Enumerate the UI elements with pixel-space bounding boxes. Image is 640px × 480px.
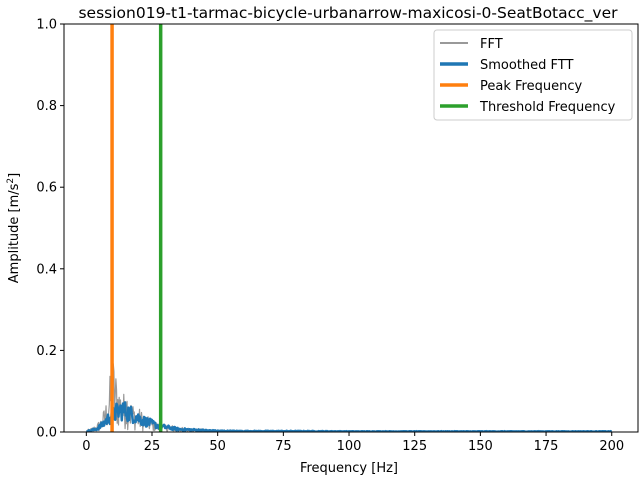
smoothed-fft-line [85, 401, 613, 432]
legend-label-smoothed: Smoothed FTT [480, 58, 574, 73]
x-tick-label: 25 [144, 439, 161, 454]
y-axis-label: Amplitude [m/s2] [6, 173, 22, 283]
x-tick-label: 200 [599, 439, 624, 454]
x-axis-label: Frequency [Hz] [300, 461, 398, 476]
x-tick-label: 75 [275, 439, 292, 454]
axes-ticks: 0 25 50 75 100 125 150 175 200 0.0 0.2 0.4 0.6 0.8 1.0 [36, 18, 624, 455]
y-tick-label: 1.0 [36, 18, 57, 33]
y-tick-label: 0.6 [36, 181, 57, 196]
legend-label-peak: Peak Frequency [480, 79, 582, 94]
x-tick-label: 0 [82, 439, 90, 454]
plot-frame [63, 23, 639, 433]
fft-line [85, 363, 612, 432]
x-tick-label: 100 [337, 439, 362, 454]
legend-label-fft: FFT [480, 37, 503, 52]
x-tick-label: 150 [468, 439, 493, 454]
y-tick-label: 0.2 [36, 344, 57, 359]
x-tick-label: 125 [402, 439, 427, 454]
x-tick-label: 50 [209, 439, 226, 454]
y-axis-label-main: Amplitude [m/s [7, 183, 22, 283]
y-tick-label: 0.0 [36, 426, 57, 441]
y-axis-label-end: ] [7, 173, 22, 178]
legend: FFT Smoothed FTT Peak Frequency Threshol… [433, 29, 633, 121]
y-tick-label: 0.8 [36, 99, 57, 114]
legend-label-threshold: Threshold Frequency [479, 100, 616, 115]
chart-title: session019-t1-tarmac-bicycle-urbanarrow-… [78, 4, 618, 23]
y-axis-label-sup: 2 [6, 178, 16, 184]
x-tick-label: 175 [534, 439, 559, 454]
y-tick-label: 0.4 [36, 262, 57, 277]
legend-box [433, 29, 633, 121]
